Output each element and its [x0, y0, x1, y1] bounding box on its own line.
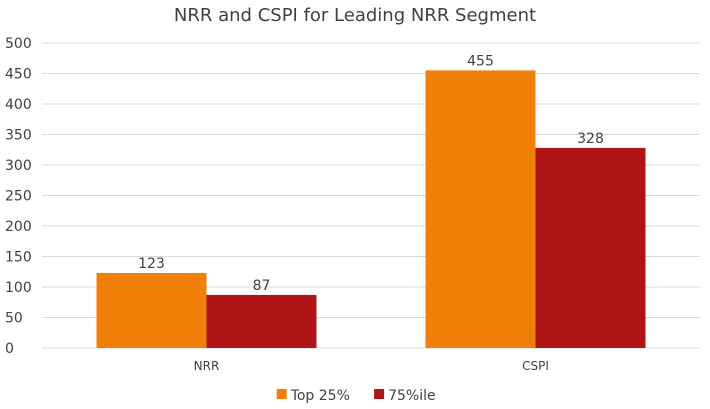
- legend-swatch: [374, 389, 385, 399]
- x-tick-label: NRR: [194, 359, 220, 373]
- legend: Top 25% 75%ile: [276, 388, 436, 404]
- bars: [96, 70, 646, 348]
- y-tick-label: 350: [5, 128, 32, 144]
- y-tick-label: 0: [5, 341, 14, 357]
- y-axis-ticks: 0 50 100 150 200 250 300 350 400 450 500: [5, 36, 32, 357]
- bar-top-25--cspi: [425, 70, 536, 348]
- y-tick-label: 450: [5, 67, 32, 83]
- y-tick-label: 100: [5, 280, 32, 296]
- y-tick-label: 300: [5, 158, 32, 174]
- y-tick-label: 200: [5, 219, 32, 235]
- chart-title: NRR and CSPI for Leading NRR Segment: [173, 5, 537, 26]
- y-tick-label: 500: [5, 36, 32, 52]
- y-tick-label: 150: [5, 250, 32, 266]
- legend-label: 75%ile: [388, 388, 436, 404]
- y-tick-label: 50: [5, 311, 23, 327]
- x-tick-label: CSPI: [522, 359, 549, 373]
- bar-top-25--nrr: [96, 272, 207, 348]
- data-label: 87: [253, 278, 271, 294]
- legend-label: Top 25%: [290, 388, 350, 404]
- bar-75-ile-nrr: [206, 294, 317, 348]
- y-tick-label: 400: [5, 97, 32, 113]
- bar-75-ile-cspi: [535, 147, 646, 348]
- data-label: 123: [138, 256, 165, 272]
- data-label: 455: [467, 53, 494, 69]
- legend-swatch: [276, 389, 287, 399]
- data-labels: 123 87 455 328: [138, 53, 604, 293]
- x-axis-ticks: NRR CSPI: [194, 359, 549, 373]
- data-label: 328: [577, 131, 604, 147]
- y-tick-label: 250: [5, 189, 32, 205]
